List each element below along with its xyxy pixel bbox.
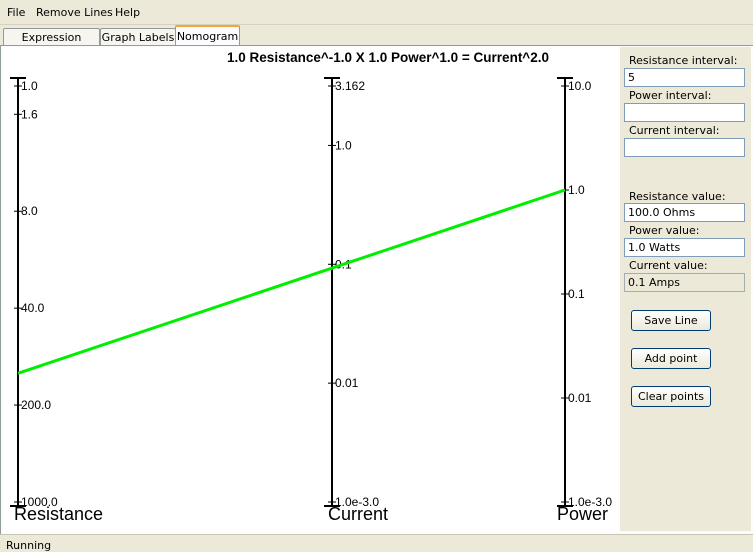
power-tick-label: 0.1 <box>568 287 585 301</box>
power-tick-label: 10.0 <box>568 79 592 93</box>
menu-bar: File Remove Lines Help <box>0 0 753 25</box>
clear-points-button[interactable]: Clear points <box>631 386 711 407</box>
control-panel: Resistance interval: 5 Power interval: C… <box>620 47 751 531</box>
power-value-field[interactable]: 1.0 Watts <box>624 238 745 257</box>
current-interval-label: Current interval: <box>629 124 720 137</box>
current-tick-label: 1.0 <box>335 138 352 152</box>
resistance-tick-label: 8.0 <box>21 204 38 218</box>
power-axis-label: Power <box>557 504 608 524</box>
current-tick-label: 3.162 <box>335 79 365 93</box>
status-text: Running <box>6 539 52 552</box>
power-interval-input[interactable] <box>624 103 745 122</box>
nomogram-title: 1.0 Resistance^-1.0 X 1.0 Power^1.0 = Cu… <box>227 50 549 65</box>
resistance-value-label: Resistance value: <box>629 190 726 203</box>
current-tick-label: 0.01 <box>335 376 359 390</box>
resistance-tick-label: 1.6 <box>21 107 38 121</box>
tab-nomogram[interactable]: Nomogram <box>175 25 240 48</box>
menu-file[interactable]: File <box>7 6 26 19</box>
power-tick-label: 1.0 <box>568 183 585 197</box>
power-tick-label: 0.01 <box>568 391 592 405</box>
resistance-tick-label: 200.0 <box>21 398 51 412</box>
resistance-tick-label: 1000.0 <box>21 495 58 509</box>
menu-remove-lines[interactable]: Remove Lines <box>36 6 113 19</box>
isopleth-line <box>17 188 566 375</box>
nomogram-canvas[interactable]: 1.0 Resistance^-1.0 X 1.0 Power^1.0 = Cu… <box>4 47 618 531</box>
resistance-interval-input[interactable]: 5 <box>624 68 745 87</box>
save-line-button[interactable]: Save Line <box>631 310 711 331</box>
resistance-tick-label: 40.0 <box>21 301 45 315</box>
power-value-label: Power value: <box>629 224 700 237</box>
power-tick-label: 1.0e-3.0 <box>568 495 612 509</box>
resistance-value-field[interactable]: 100.0 Ohms <box>624 203 745 222</box>
status-bar: Running <box>0 534 753 552</box>
resistance-interval-label: Resistance interval: <box>629 54 738 67</box>
tab-expression-setup[interactable]: Expression Setup <box>3 28 100 61</box>
power-interval-label: Power interval: <box>629 89 712 102</box>
resistance-axis-label: Resistance <box>14 504 103 524</box>
current-interval-input[interactable] <box>624 138 745 157</box>
menu-help[interactable]: Help <box>115 6 141 19</box>
current-axis-label: Current <box>328 504 388 524</box>
current-value-label: Current value: <box>629 259 708 272</box>
resistance-tick-label: 1.0 <box>21 79 38 93</box>
tab-graph-labels[interactable]: Graph Labels <box>100 28 176 46</box>
nomogram-chart: 1.0 Resistance^-1.0 X 1.0 Power^1.0 = Cu… <box>10 50 612 524</box>
current-value-field: 0.1 Amps <box>624 273 745 292</box>
tab-strip: Expression Setup Graph Labels Nomogram <box>0 24 753 61</box>
add-point-button[interactable]: Add point <box>631 348 711 369</box>
current-tick-label: 1.0e-3.0 <box>335 495 379 509</box>
